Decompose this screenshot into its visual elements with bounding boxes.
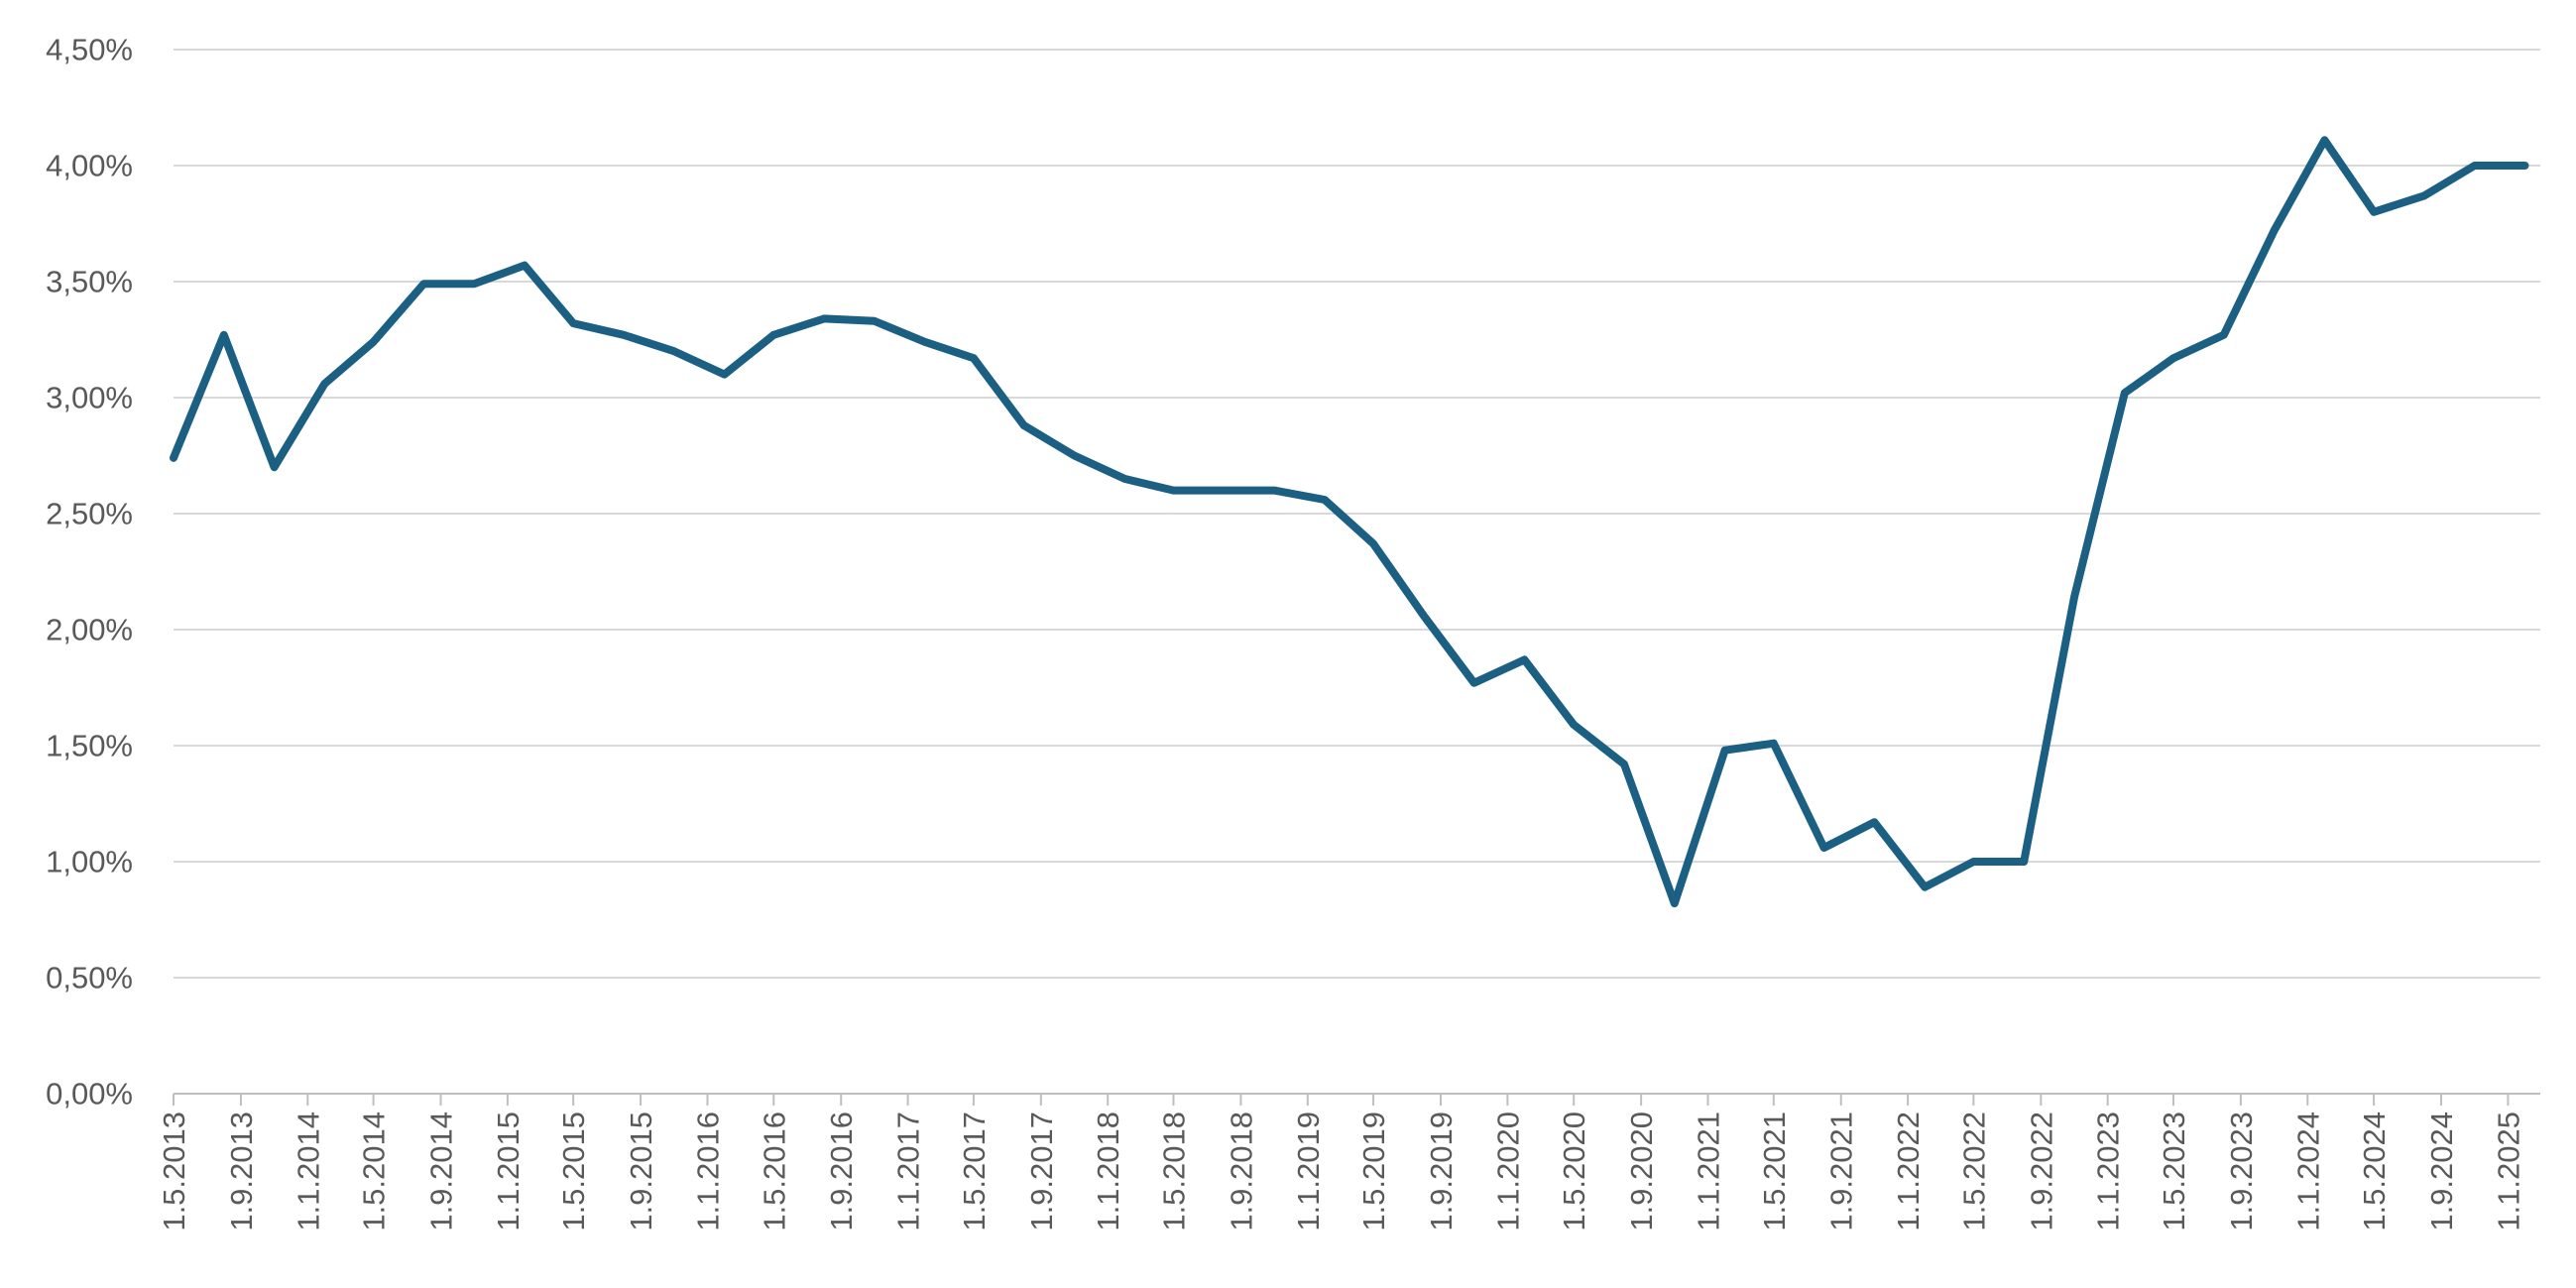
y-tick-label: 2,50% (46, 497, 133, 531)
x-tick-label: 1.9.2017 (1024, 1112, 1059, 1231)
y-tick-label: 1,50% (46, 729, 133, 763)
x-tick-label: 1.1.2023 (2091, 1112, 2126, 1231)
x-axis (173, 1093, 2540, 1106)
y-tick-label: 0,50% (46, 961, 133, 995)
x-tick-label: 1.5.2024 (2357, 1112, 2392, 1231)
x-tick-label: 1.5.2017 (957, 1112, 992, 1231)
y-axis-tick-labels: 0,00% 0,50% 1,00% 1,50% 2,00% 2,50% 3,00% 3,50%… (46, 33, 133, 1112)
series-line (170, 136, 2529, 908)
x-tick-label: 1.9.2020 (1624, 1112, 1659, 1231)
x-tick-label: 1.5.2015 (556, 1112, 591, 1231)
x-tick-label: 1.9.2016 (824, 1112, 859, 1231)
x-tick-label: 1.1.2020 (1490, 1112, 1525, 1231)
x-tick-label: 1.5.2023 (2157, 1112, 2191, 1231)
x-tick-label: 1.9.2015 (624, 1112, 658, 1231)
y-tick-label: 1,00% (46, 845, 133, 879)
x-tick-label: 1.5.2019 (1356, 1112, 1391, 1231)
x-tick-label: 1.9.2018 (1224, 1112, 1258, 1231)
x-tick-label: 1.1.2024 (2290, 1112, 2325, 1231)
x-tick-label: 1.1.2014 (291, 1112, 325, 1231)
x-tick-label: 1.1.2021 (1692, 1112, 1726, 1231)
y-tick-label: 4,50% (46, 33, 133, 67)
x-tick-label: 1.1.2015 (491, 1112, 526, 1231)
x-tick-label: 1.9.2021 (1824, 1112, 1859, 1231)
x-tick-label: 1.1.2019 (1291, 1112, 1326, 1231)
x-tick-label: 1.1.2022 (1891, 1112, 1926, 1231)
x-tick-label: 1.9.2022 (2024, 1112, 2058, 1231)
y-tick-label: 3,50% (46, 265, 133, 299)
x-tick-label: 1.9.2014 (424, 1112, 459, 1231)
x-tick-label: 1.1.2017 (891, 1112, 926, 1231)
x-tick-label: 1.1.2016 (690, 1112, 725, 1231)
x-tick-label: 1.9.2013 (224, 1112, 259, 1231)
x-tick-label: 1.5.2013 (157, 1112, 191, 1231)
y-tick-label: 0,00% (46, 1077, 133, 1112)
y-tick-label: 4,00% (46, 149, 133, 183)
x-tick-label: 1.1.2018 (1091, 1112, 1125, 1231)
x-tick-label: 1.1.2025 (2491, 1112, 2525, 1231)
x-tick-label: 1.9.2023 (2224, 1112, 2259, 1231)
x-tick-label: 1.5.2021 (1757, 1112, 1792, 1231)
x-tick-label: 1.5.2020 (1557, 1112, 1591, 1231)
x-axis-tick-labels: 1.5.2013 1.9.2013 1.1.2014 1.5.2014 1.9.2014… (157, 1112, 2525, 1231)
y-tick-label: 3,00% (46, 381, 133, 415)
x-tick-label: 1.9.2019 (1424, 1112, 1459, 1231)
x-tick-label: 1.5.2014 (357, 1112, 392, 1231)
series-group (170, 136, 2529, 908)
x-tick-label: 1.9.2024 (2424, 1112, 2459, 1231)
gridlines (174, 49, 2540, 979)
x-tick-label: 1.5.2022 (1956, 1112, 1991, 1231)
y-tick-label: 2,00% (46, 613, 133, 647)
x-tick-label: 1.5.2016 (757, 1112, 791, 1231)
x-tick-label: 1.5.2018 (1156, 1112, 1191, 1231)
